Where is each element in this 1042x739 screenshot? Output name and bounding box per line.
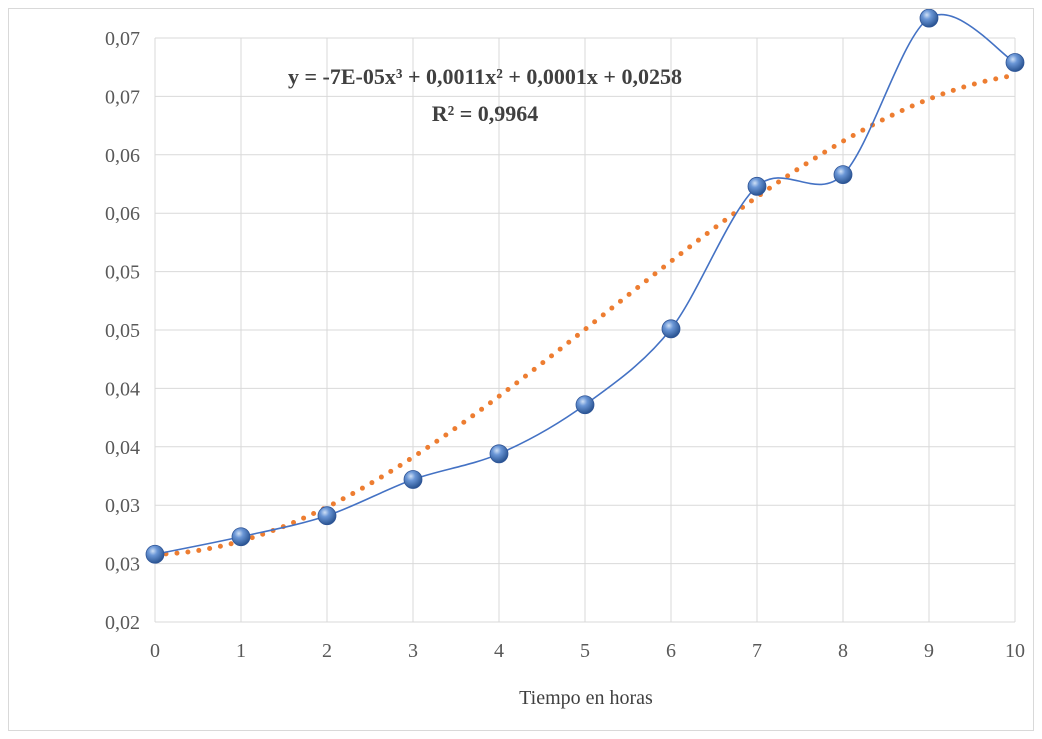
x-axis-label: Tiempo en horas xyxy=(519,687,653,709)
y-tick-label: 0,05 xyxy=(105,262,140,284)
y-tick-label: 0,04 xyxy=(105,378,140,400)
x-tick-label: 4 xyxy=(494,640,504,662)
data-point-marker xyxy=(231,527,251,547)
marker-layer xyxy=(145,9,1025,564)
data-point-marker xyxy=(575,395,595,415)
y-tick-label: 0,03 xyxy=(105,554,140,576)
x-tick-label: 6 xyxy=(666,640,676,662)
y-tick-label: 0,05 xyxy=(105,320,140,342)
data-point-marker xyxy=(489,444,509,464)
data-point-marker xyxy=(1005,53,1025,72)
chart-svg: 0,02 0,03 0,03 0,04 0,04 0,05 0,05 0,06 0,06 0,07… xyxy=(105,9,1025,709)
data-point-marker xyxy=(833,165,853,185)
data-point-marker xyxy=(661,319,681,339)
y-tick-label: 0,06 xyxy=(105,203,140,225)
data-point-marker xyxy=(747,176,767,196)
data-point-marker xyxy=(145,544,165,564)
data-point-marker xyxy=(919,9,939,28)
x-tick-label: 1 xyxy=(236,640,246,662)
x-tick-label: 0 xyxy=(150,640,160,662)
x-tick-label: 8 xyxy=(838,640,848,662)
x-tick-label: 7 xyxy=(752,640,762,662)
y-axis-ticks: 0,02 0,03 0,03 0,04 0,04 0,05 0,05 0,06 0,06 0,07… xyxy=(105,28,140,634)
y-tick-label: 0,04 xyxy=(105,437,140,459)
chart-frame: 0,02 0,03 0,03 0,04 0,04 0,05 0,05 0,06 0,06 0,07… xyxy=(8,8,1034,731)
r-squared-label: R² = 0,9964 xyxy=(432,101,539,126)
data-point-marker xyxy=(403,470,423,489)
x-tick-label: 2 xyxy=(322,640,332,662)
x-tick-label: 5 xyxy=(580,640,590,662)
y-tick-label: 0,03 xyxy=(105,495,140,517)
y-tick-label: 0,07 xyxy=(105,86,140,108)
x-axis-ticks: 0 1 2 3 4 5 6 7 8 9 10 xyxy=(150,640,1025,662)
y-tick-label: 0,02 xyxy=(105,612,140,634)
trendline-equation: y = -7E-05x³ + 0,0011x² + 0,0001x + 0,02… xyxy=(288,64,682,89)
y-tick-label: 0,06 xyxy=(105,145,140,167)
x-tick-label: 9 xyxy=(924,640,934,662)
x-tick-label: 3 xyxy=(408,640,418,662)
x-tick-label: 10 xyxy=(1005,640,1025,662)
data-point-marker xyxy=(317,506,337,526)
y-tick-label: 0,07 xyxy=(105,28,140,50)
